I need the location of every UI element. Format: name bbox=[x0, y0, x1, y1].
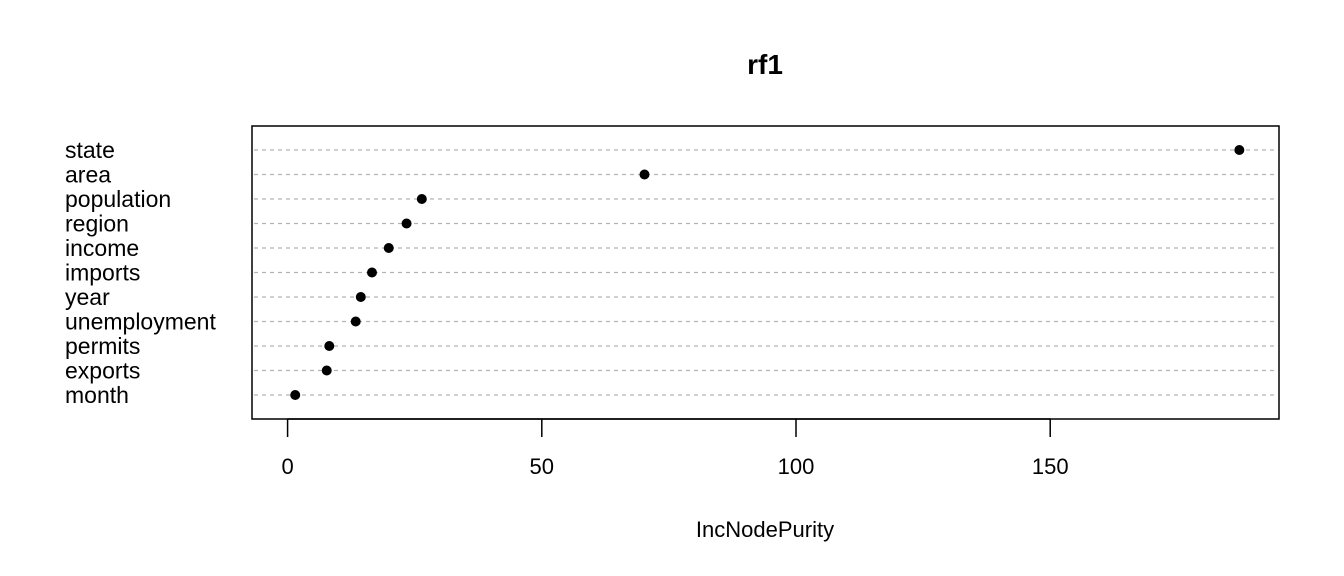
category-label: permits bbox=[65, 333, 140, 359]
category-label: year bbox=[65, 284, 110, 310]
category-label: state bbox=[65, 137, 115, 163]
category-label: imports bbox=[65, 260, 140, 286]
data-point bbox=[401, 218, 412, 229]
data-point bbox=[416, 194, 427, 204]
category-label: population bbox=[65, 186, 171, 212]
category-labels: stateareapopulationregionincomeimportsye… bbox=[65, 137, 216, 408]
data-point bbox=[366, 267, 377, 278]
data-point bbox=[290, 390, 301, 400]
x-tick-label: 100 bbox=[778, 454, 815, 479]
data-point bbox=[639, 169, 650, 180]
data-point bbox=[321, 365, 332, 376]
data-point bbox=[1234, 145, 1245, 155]
x-axis-title: IncNodePurity bbox=[696, 517, 834, 542]
data-point bbox=[383, 243, 394, 253]
category-label: area bbox=[65, 162, 111, 188]
x-tick-label: 50 bbox=[530, 454, 554, 479]
category-label: exports bbox=[65, 358, 140, 384]
category-label: region bbox=[65, 211, 129, 237]
category-label: unemployment bbox=[65, 309, 216, 335]
data-points bbox=[290, 145, 1245, 400]
chart-title: rf1 bbox=[747, 49, 783, 80]
data-point bbox=[324, 341, 335, 351]
grid-lines bbox=[254, 149, 1277, 396]
x-axis: 0 50 100 150 bbox=[281, 418, 1069, 479]
x-tick-label: 150 bbox=[1032, 454, 1069, 479]
category-label: month bbox=[65, 382, 129, 408]
data-point bbox=[350, 316, 361, 327]
data-point bbox=[355, 292, 366, 302]
x-tick-label: 0 bbox=[281, 454, 293, 479]
category-label: income bbox=[65, 235, 139, 261]
